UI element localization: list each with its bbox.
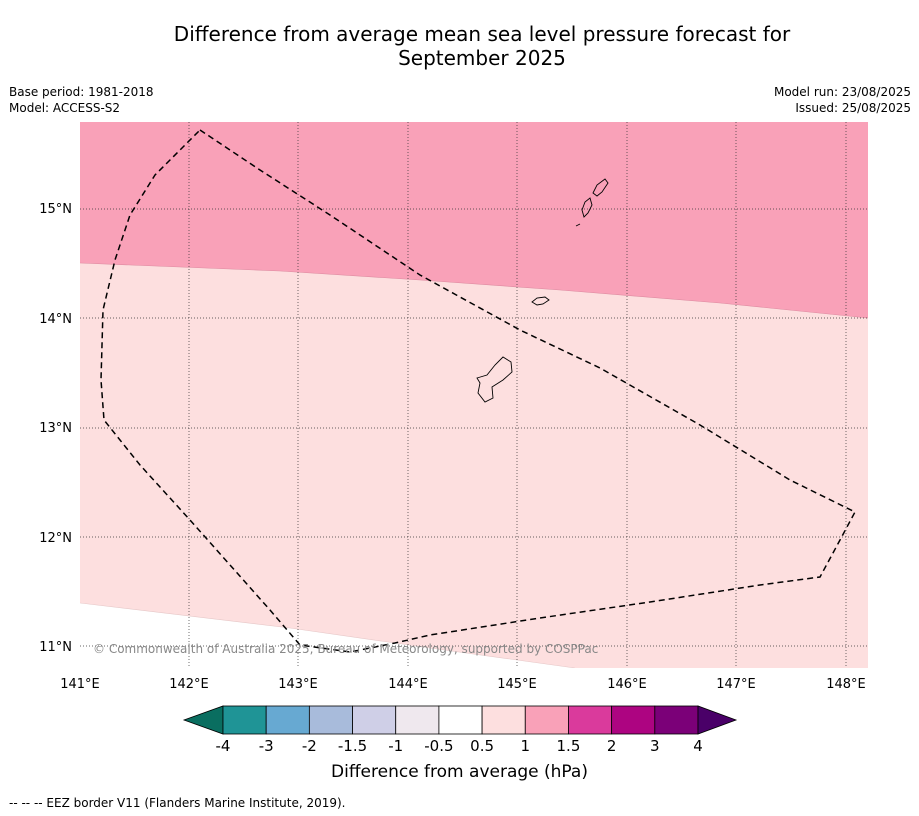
base-period-text: Base period: 1981-2018 — [9, 85, 154, 99]
colorbar-box — [654, 705, 699, 735]
map-area — [80, 122, 868, 668]
colorbar-tick-label: 4 — [693, 737, 703, 755]
colorbar-tick-label: -4 — [216, 737, 231, 755]
lat-label: 12°N — [39, 531, 72, 546]
footer-note: -- -- -- EEZ border V11 (Flanders Marine… — [9, 796, 346, 810]
lat-label: 15°N — [39, 202, 72, 217]
colorbar-tick-label: 3 — [650, 737, 660, 755]
colorbar-extend-high — [697, 705, 738, 735]
colorbar-box — [308, 705, 353, 735]
colorbar-box — [352, 705, 397, 735]
colorbar-box — [481, 705, 526, 735]
eez-border — [100, 129, 857, 653]
aguijan-island-icon — [575, 223, 581, 227]
colorbar-tick-label: -2 — [302, 737, 317, 755]
page-title: Difference from average mean sea level p… — [100, 22, 864, 70]
colorbar-box — [611, 705, 656, 735]
islands — [476, 178, 609, 403]
colorbar-ticks: -4 -3 -2 -1.5 -1 -0.5 0.5 1 1.5 2 3 4 — [216, 737, 703, 755]
band-1-to-1-5 — [80, 122, 868, 318]
contour-lower — [80, 602, 576, 668]
lon-label: 148°E — [826, 677, 866, 692]
lon-label: 145°E — [497, 677, 537, 692]
lat-labels: 15°N 14°N 13°N 12°N 11°N — [39, 202, 72, 655]
lat-label: 13°N — [39, 421, 72, 436]
copyright-text: © Commonwealth of Australia 2025, Bureau… — [93, 642, 598, 656]
model-text: Model: ACCESS-S2 — [9, 101, 121, 115]
lon-label: 147°E — [716, 677, 756, 692]
saipan-island-icon — [592, 178, 609, 197]
lon-label: 141°E — [60, 677, 100, 692]
colorbar-extend-low — [182, 705, 224, 735]
meta-left: Base period: 1981-2018 Model: ACCESS-S2 — [9, 84, 154, 116]
colorbar-box — [568, 705, 613, 735]
band-neutral — [80, 603, 575, 668]
map-svg: © Commonwealth of Australia 2025, Bureau… — [39, 122, 868, 755]
colorbar-box — [438, 705, 483, 735]
colorbar-tick-label: -0.5 — [424, 737, 453, 755]
lon-label: 142°E — [169, 677, 209, 692]
colorbar-tick-label: 2 — [607, 737, 617, 755]
colorbar: -4 -3 -2 -1.5 -1 -0.5 0.5 1 1.5 2 3 4 — [182, 705, 738, 755]
colorbar-tick-label: -1 — [388, 737, 403, 755]
tinian-island-icon — [581, 197, 593, 218]
lon-label: 144°E — [388, 677, 428, 692]
model-run-text: Model run: 23/08/2025 — [773, 85, 911, 99]
gridlines — [80, 122, 868, 668]
issued-text: Issued: 25/08/2025 — [795, 101, 911, 115]
contour-upper — [80, 262, 868, 319]
rota-island-icon — [531, 296, 550, 306]
colorbar-tick-label: 1 — [520, 737, 530, 755]
colorbar-boxes — [222, 705, 699, 735]
colorbar-box — [395, 705, 440, 735]
meta-right: Model run: 23/08/2025 Issued: 25/08/2025 — [774, 84, 911, 116]
lat-label: 14°N — [39, 312, 72, 327]
colorbar-box — [265, 705, 310, 735]
colorbar-box — [222, 705, 267, 735]
colorbar-box — [524, 705, 569, 735]
lon-labels: 141°E 142°E 143°E 144°E 145°E 146°E 147°… — [60, 677, 866, 692]
colorbar-title: Difference from average (hPa) — [331, 762, 588, 782]
title-line-2: September 2025 — [398, 46, 566, 70]
lat-label: 11°N — [39, 640, 72, 655]
colorbar-tick-label: 0.5 — [470, 737, 494, 755]
lon-label: 143°E — [278, 677, 318, 692]
title-line-1: Difference from average mean sea level p… — [173, 22, 791, 46]
colorbar-tick-label: -1.5 — [338, 737, 367, 755]
lon-label: 146°E — [607, 677, 647, 692]
colorbar-tick-label: -3 — [259, 737, 274, 755]
guam-island-icon — [476, 356, 513, 403]
colorbar-tick-label: 1.5 — [557, 737, 581, 755]
